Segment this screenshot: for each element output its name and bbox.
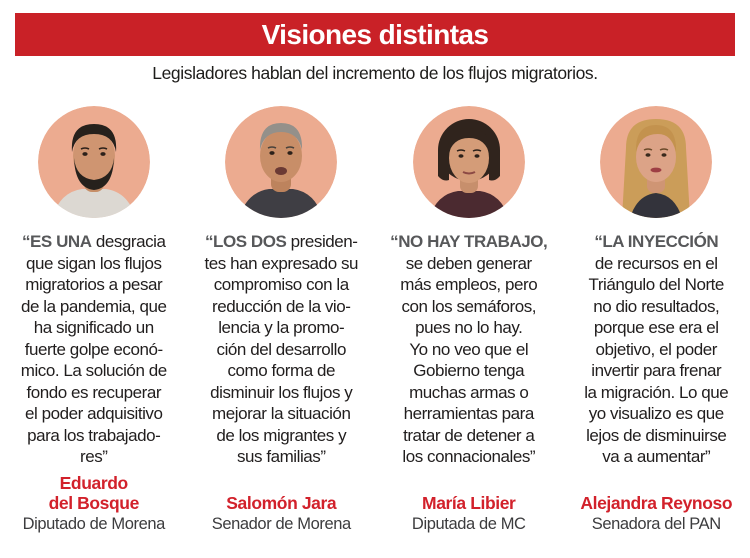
quote-body: de recursos en el Triángulo del Norte no… <box>584 254 728 467</box>
legislator-name: María Libier <box>412 493 526 513</box>
quote-text: “ES UNA desgracia que sigan los flujos m… <box>21 231 167 468</box>
legislator-name-block: María Libier Diputada de MC <box>412 493 526 546</box>
quote-body: se deben generar más empleos, pero con l… <box>400 254 537 467</box>
avatar-svg <box>600 106 712 218</box>
quote-text: “LOS DOS presiden- tes han expresado su … <box>204 231 358 468</box>
legislator-role: Senadora del PAN <box>580 515 732 534</box>
legislator-card: “ES UNA desgracia que sigan los flujos m… <box>0 84 188 546</box>
quote-text: “LA INYECCIÓN de recursos en el Triángul… <box>584 231 728 468</box>
avatar-svg <box>38 106 150 218</box>
quote-body: desgracia que sigan los flujos migratori… <box>21 232 167 466</box>
avatar-svg <box>413 106 525 218</box>
quote-lead: “NO HAY TRABAJO, <box>390 232 547 251</box>
legislator-name-block: Salomón Jara Senador de Morena <box>212 493 351 546</box>
portrait-salomon-jara <box>225 106 337 218</box>
quote-lead: “LOS DOS <box>205 232 286 251</box>
legislator-role: Diputada de MC <box>412 515 526 534</box>
quote-text: “NO HAY TRABAJO, se deben generar más em… <box>390 231 547 468</box>
portrait-maria-libier <box>413 106 525 218</box>
legislator-role: Diputado de Morena <box>23 515 165 534</box>
legislator-name-block: Alejandra Reynoso Senadora del PAN <box>580 493 732 546</box>
banner: Visiones distintas <box>15 13 735 56</box>
legislator-card: “LA INYECCIÓN de recursos en el Triángul… <box>563 84 750 546</box>
legislator-name: Salomón Jara <box>212 493 351 513</box>
portrait-eduardo-del-bosque <box>38 106 150 218</box>
legislator-card: “NO HAY TRABAJO, se deben generar más em… <box>375 84 563 546</box>
infographic: Visiones distintas Legisladores hablan d… <box>0 13 750 558</box>
legislator-name: Eduardo del Bosque <box>23 473 165 513</box>
quote-lead: “LA INYECCIÓN <box>594 232 718 251</box>
legislator-name: Alejandra Reynoso <box>580 493 732 513</box>
subtitle: Legisladores hablan del incremento de lo… <box>0 63 750 84</box>
legislator-columns: “ES UNA desgracia que sigan los flujos m… <box>0 84 750 546</box>
avatar-svg <box>225 106 337 218</box>
legislator-name-block: Eduardo del Bosque Diputado de Morena <box>23 473 165 546</box>
portrait-alejandra-reynoso <box>600 106 712 218</box>
legislator-card: “LOS DOS presiden- tes han expresado su … <box>188 84 376 546</box>
legislator-role: Senador de Morena <box>212 515 351 534</box>
page-title: Visiones distintas <box>262 19 489 51</box>
quote-body: presiden- tes han expresado su compromis… <box>204 232 358 466</box>
quote-lead: “ES UNA <box>22 232 92 251</box>
